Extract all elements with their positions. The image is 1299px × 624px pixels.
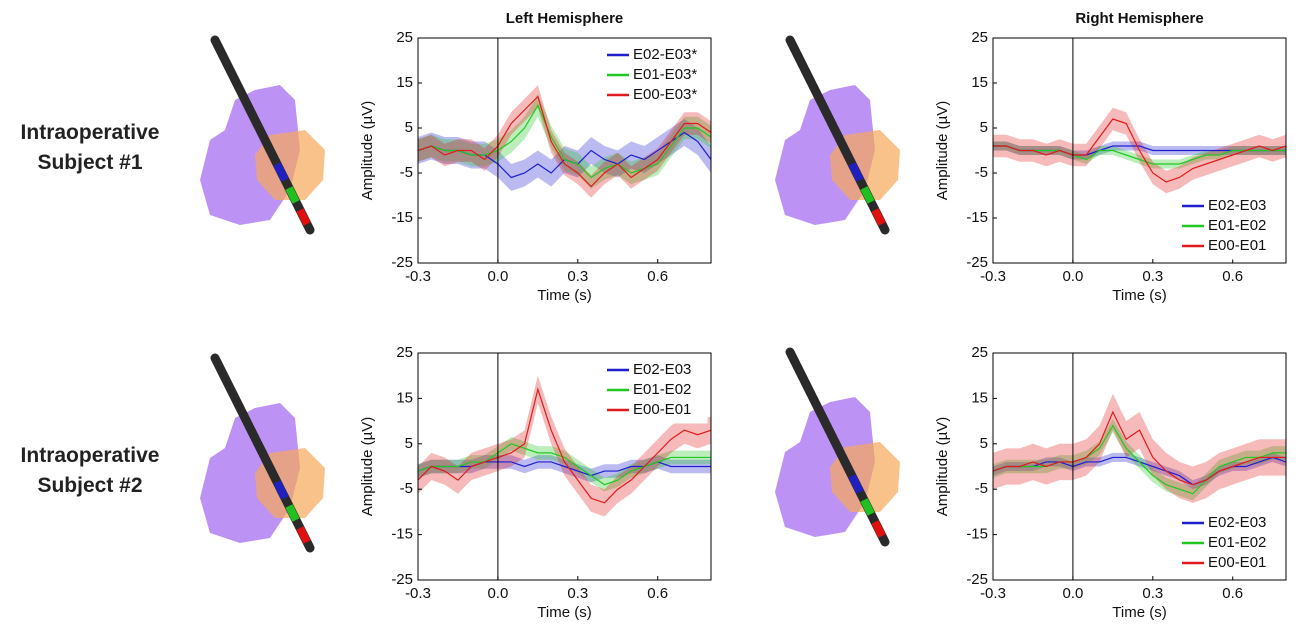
series-line	[418, 95, 711, 188]
x-tick-label: 0.3	[1142, 585, 1163, 602]
x-tick-label: -0.3	[980, 268, 1006, 285]
series-line	[993, 424, 1286, 495]
brain-illustration	[200, 358, 325, 548]
x-tick-label: 0.0	[1062, 268, 1083, 285]
legend-label: E01-E02	[1208, 217, 1266, 234]
y-tick-label: -25	[966, 254, 988, 271]
x-axis-label: Time (s)	[537, 287, 591, 304]
chart-title: Right Hemisphere	[1075, 10, 1203, 27]
legend-label: E02-E03	[633, 361, 691, 378]
brain-illustration	[775, 40, 900, 230]
y-tick-label: -15	[966, 526, 988, 543]
x-tick-label: 0.3	[567, 585, 588, 602]
brain-illustration	[200, 40, 325, 230]
error-band	[418, 85, 711, 198]
error-band	[418, 436, 711, 492]
series-line	[418, 104, 711, 179]
y-tick-label: -15	[966, 209, 988, 226]
error-band	[993, 418, 1286, 501]
y-tick-label: 5	[980, 435, 988, 452]
row-label: Intraoperative Subject #2	[20, 444, 160, 497]
x-tick-label: 0.3	[1142, 268, 1163, 285]
y-tick-label: 5	[405, 119, 413, 136]
y-tick-label: -15	[391, 209, 413, 226]
plot-frame	[992, 352, 1287, 581]
x-tick-label: -0.3	[405, 268, 431, 285]
row-label: Intraoperative Subject #1	[20, 121, 160, 174]
chart-title: Left Hemisphere	[506, 10, 624, 27]
x-tick-label: 0.6	[1222, 585, 1243, 602]
y-tick-label: 25	[396, 29, 413, 46]
x-tick-label: -0.3	[405, 585, 431, 602]
legend-label: E00-E01	[1208, 554, 1266, 571]
y-axis-label: Amplitude (µV)	[359, 417, 376, 517]
legend-label: E00-E03*	[633, 86, 697, 103]
error-band	[993, 141, 1286, 169]
y-tick-label: -25	[966, 571, 988, 588]
legend-label: E00-E01	[1208, 237, 1266, 254]
x-axis-label: Time (s)	[537, 604, 591, 621]
y-tick-label: -5	[400, 480, 413, 497]
series-line	[418, 443, 711, 486]
plot-frame	[992, 37, 1287, 264]
plot-frame	[417, 352, 712, 581]
y-tick-label: -15	[391, 526, 413, 543]
x-tick-label: 0.6	[647, 268, 668, 285]
error-band	[993, 393, 1286, 503]
x-tick-label: 0.6	[1222, 268, 1243, 285]
y-tick-label: 25	[396, 344, 413, 361]
y-tick-label: 15	[971, 389, 988, 406]
x-tick-label: 0.6	[647, 585, 668, 602]
series-line	[418, 387, 711, 504]
y-tick-label: -25	[391, 571, 413, 588]
error-band	[418, 119, 711, 191]
x-axis-label: Time (s)	[1112, 604, 1166, 621]
y-tick-label: -5	[975, 164, 988, 181]
series-line	[993, 145, 1286, 165]
legend-label: E01-E02	[1208, 534, 1266, 551]
x-tick-label: -0.3	[980, 585, 1006, 602]
x-tick-label: 0.3	[567, 268, 588, 285]
x-tick-label: 0.0	[487, 268, 508, 285]
y-axis-label: Amplitude (µV)	[359, 101, 376, 201]
series-line	[993, 118, 1286, 183]
series-line	[418, 461, 711, 477]
y-tick-label: 15	[396, 74, 413, 91]
error-band	[418, 375, 711, 517]
legend-label: E02-E03*	[633, 46, 697, 63]
legend-label: E02-E03	[1208, 514, 1266, 531]
y-tick-label: -5	[400, 164, 413, 181]
legend-label: E02-E03	[1208, 197, 1266, 214]
legend-label: E01-E02	[633, 381, 691, 398]
y-axis-label: Amplitude (µV)	[934, 417, 951, 517]
legend-label: E01-E03*	[633, 66, 697, 83]
series-line	[993, 410, 1286, 486]
error-band	[418, 94, 711, 189]
x-axis-label: Time (s)	[1112, 287, 1166, 304]
y-tick-label: -5	[975, 480, 988, 497]
y-tick-label: 5	[980, 119, 988, 136]
y-tick-label: -25	[391, 254, 413, 271]
x-tick-label: 0.0	[1062, 585, 1083, 602]
y-axis-label: Amplitude (µV)	[934, 101, 951, 201]
y-tick-label: 5	[405, 435, 413, 452]
y-tick-label: 15	[396, 389, 413, 406]
brain-illustration	[775, 352, 900, 542]
plot-frame	[417, 37, 712, 264]
x-tick-label: 0.0	[487, 585, 508, 602]
y-tick-label: 25	[971, 29, 988, 46]
legend-label: E00-E01	[633, 401, 691, 418]
y-tick-label: 15	[971, 74, 988, 91]
y-tick-label: 25	[971, 344, 988, 361]
